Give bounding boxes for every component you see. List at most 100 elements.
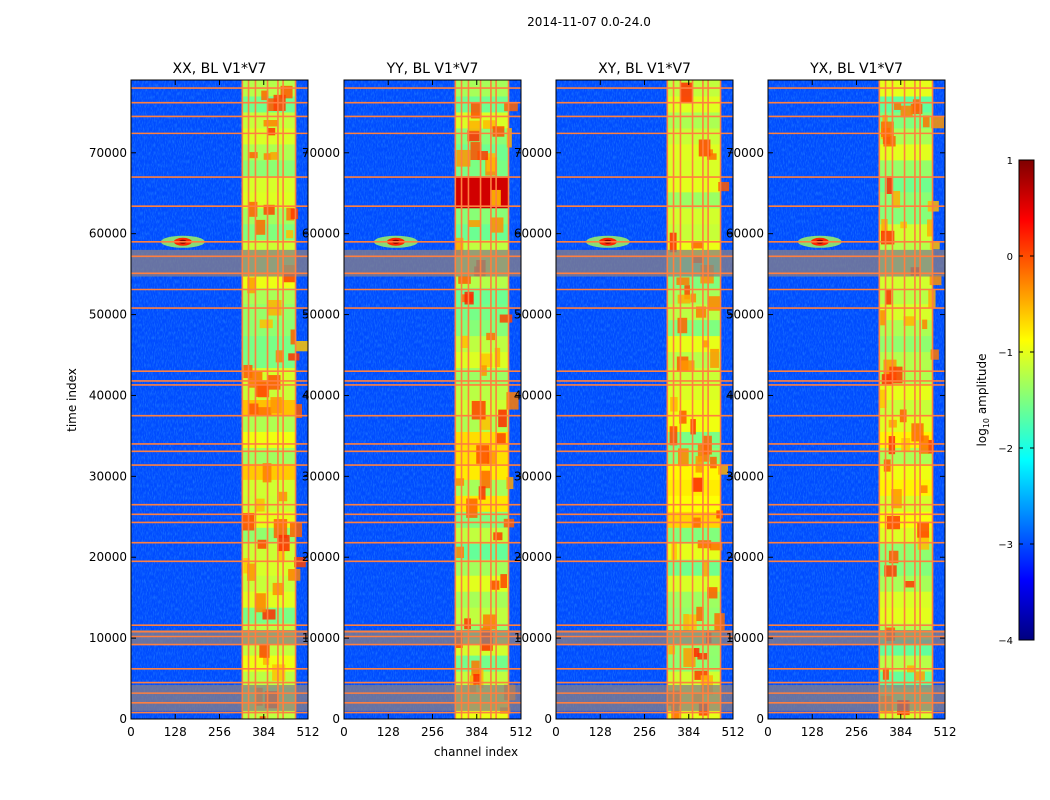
colorbar-label: log10 amplitude [975,354,991,447]
y-tick-label: 50000 [302,308,340,322]
band-patch [911,423,924,442]
y-tick-label: 50000 [514,308,552,322]
band-cell [879,335,933,353]
band-patch [668,645,676,655]
band-patch [467,130,480,142]
band-patch [881,374,893,385]
band-patch [261,90,269,101]
band-patch [930,349,939,360]
band-patch [888,550,899,564]
band-patch [494,347,501,368]
band-patch [891,489,902,509]
band-cell [455,607,509,624]
x-tick-label: 512 [510,725,533,739]
band-patch [294,556,306,568]
band-cell [667,111,721,129]
panel-yy: YY, BL V1*V7 0 128 256 384 512 0 10000 20000 3000… [302,61,533,739]
band-patch [480,353,493,368]
band-patch [680,82,693,103]
x-tick-label: 0 [552,725,560,739]
band-patch [470,102,482,119]
band-patch [270,152,278,160]
band-patch [275,350,284,363]
band-cell [242,431,296,448]
band-patch [683,614,689,631]
band-patch [254,593,266,613]
x-axis-label: channel index [434,745,518,759]
band-patch [696,606,704,622]
y-tick-label: 60000 [89,227,127,241]
band-patch [929,242,940,250]
panel-xx: XX, BL V1*V7 0 128 256 384 512 0 10000 20000 3000… [89,61,320,739]
band-patch [671,703,679,719]
band-patch [481,470,491,489]
band-patch [290,329,296,345]
x-tick-label: 0 [764,725,772,739]
band-patch [680,360,695,372]
y-tick-label: 40000 [302,388,340,402]
band-patch [456,149,471,167]
band-patch [483,120,496,129]
y-tick-label: 10000 [89,631,127,645]
band-patch [286,207,295,221]
panel-title: XX, BL V1*V7 [173,61,267,77]
band-patch [259,716,266,719]
band-patch [677,317,688,334]
band-patch [707,587,718,599]
band-patch [483,614,497,630]
band-patch [470,142,482,161]
colorbar-tick-label: −1 [998,348,1013,359]
band-patch [468,220,481,227]
y-tick-label: 70000 [514,146,552,160]
y-tick-label: 0 [332,712,340,726]
band-patch [886,176,893,194]
band-patch [691,242,703,249]
band-patch [691,477,703,492]
y-tick-label: 10000 [514,631,552,645]
band-patch [477,150,488,161]
band-patch [881,218,888,233]
band-patch [255,219,266,235]
x-tick-label: 128 [801,725,824,739]
y-tick-label: 70000 [726,146,764,160]
band-patch [492,126,505,137]
y-tick-label: 10000 [302,631,340,645]
band-patch [504,103,518,112]
panel-title: XY, BL V1*V7 [598,61,691,77]
flag-band [768,685,945,711]
y-tick-label: 10000 [726,631,764,645]
band-patch [263,204,275,215]
band-patch [884,565,897,577]
band-patch [257,407,272,416]
x-tick-label: 384 [677,725,700,739]
band-cell [667,527,721,544]
y-tick-label: 20000 [514,550,552,564]
band-patch [471,400,486,420]
band-patch [912,99,921,112]
band-patch [677,448,689,467]
heatmap-area [344,80,521,719]
flag-band [556,685,733,711]
band-patch [496,433,506,444]
band-cell [667,319,721,337]
band-patch [295,341,308,352]
band-patch [679,410,687,424]
band-patch [246,563,257,581]
band-patch [455,478,465,486]
band-patch [267,98,279,112]
y-tick-label: 60000 [302,227,340,241]
band-patch [709,542,723,551]
x-tick-label: 512 [297,725,320,739]
flag-band [131,630,308,645]
flag-band [768,630,945,645]
y-tick-label: 30000 [514,469,552,483]
band-patch [288,569,301,581]
band-patch [249,152,258,159]
y-tick-label: 30000 [89,469,127,483]
band-patch [892,190,901,208]
band-cell [242,495,296,512]
band-cell [667,175,721,193]
x-tick-label: 0 [340,725,348,739]
y-tick-label: 70000 [89,146,127,160]
